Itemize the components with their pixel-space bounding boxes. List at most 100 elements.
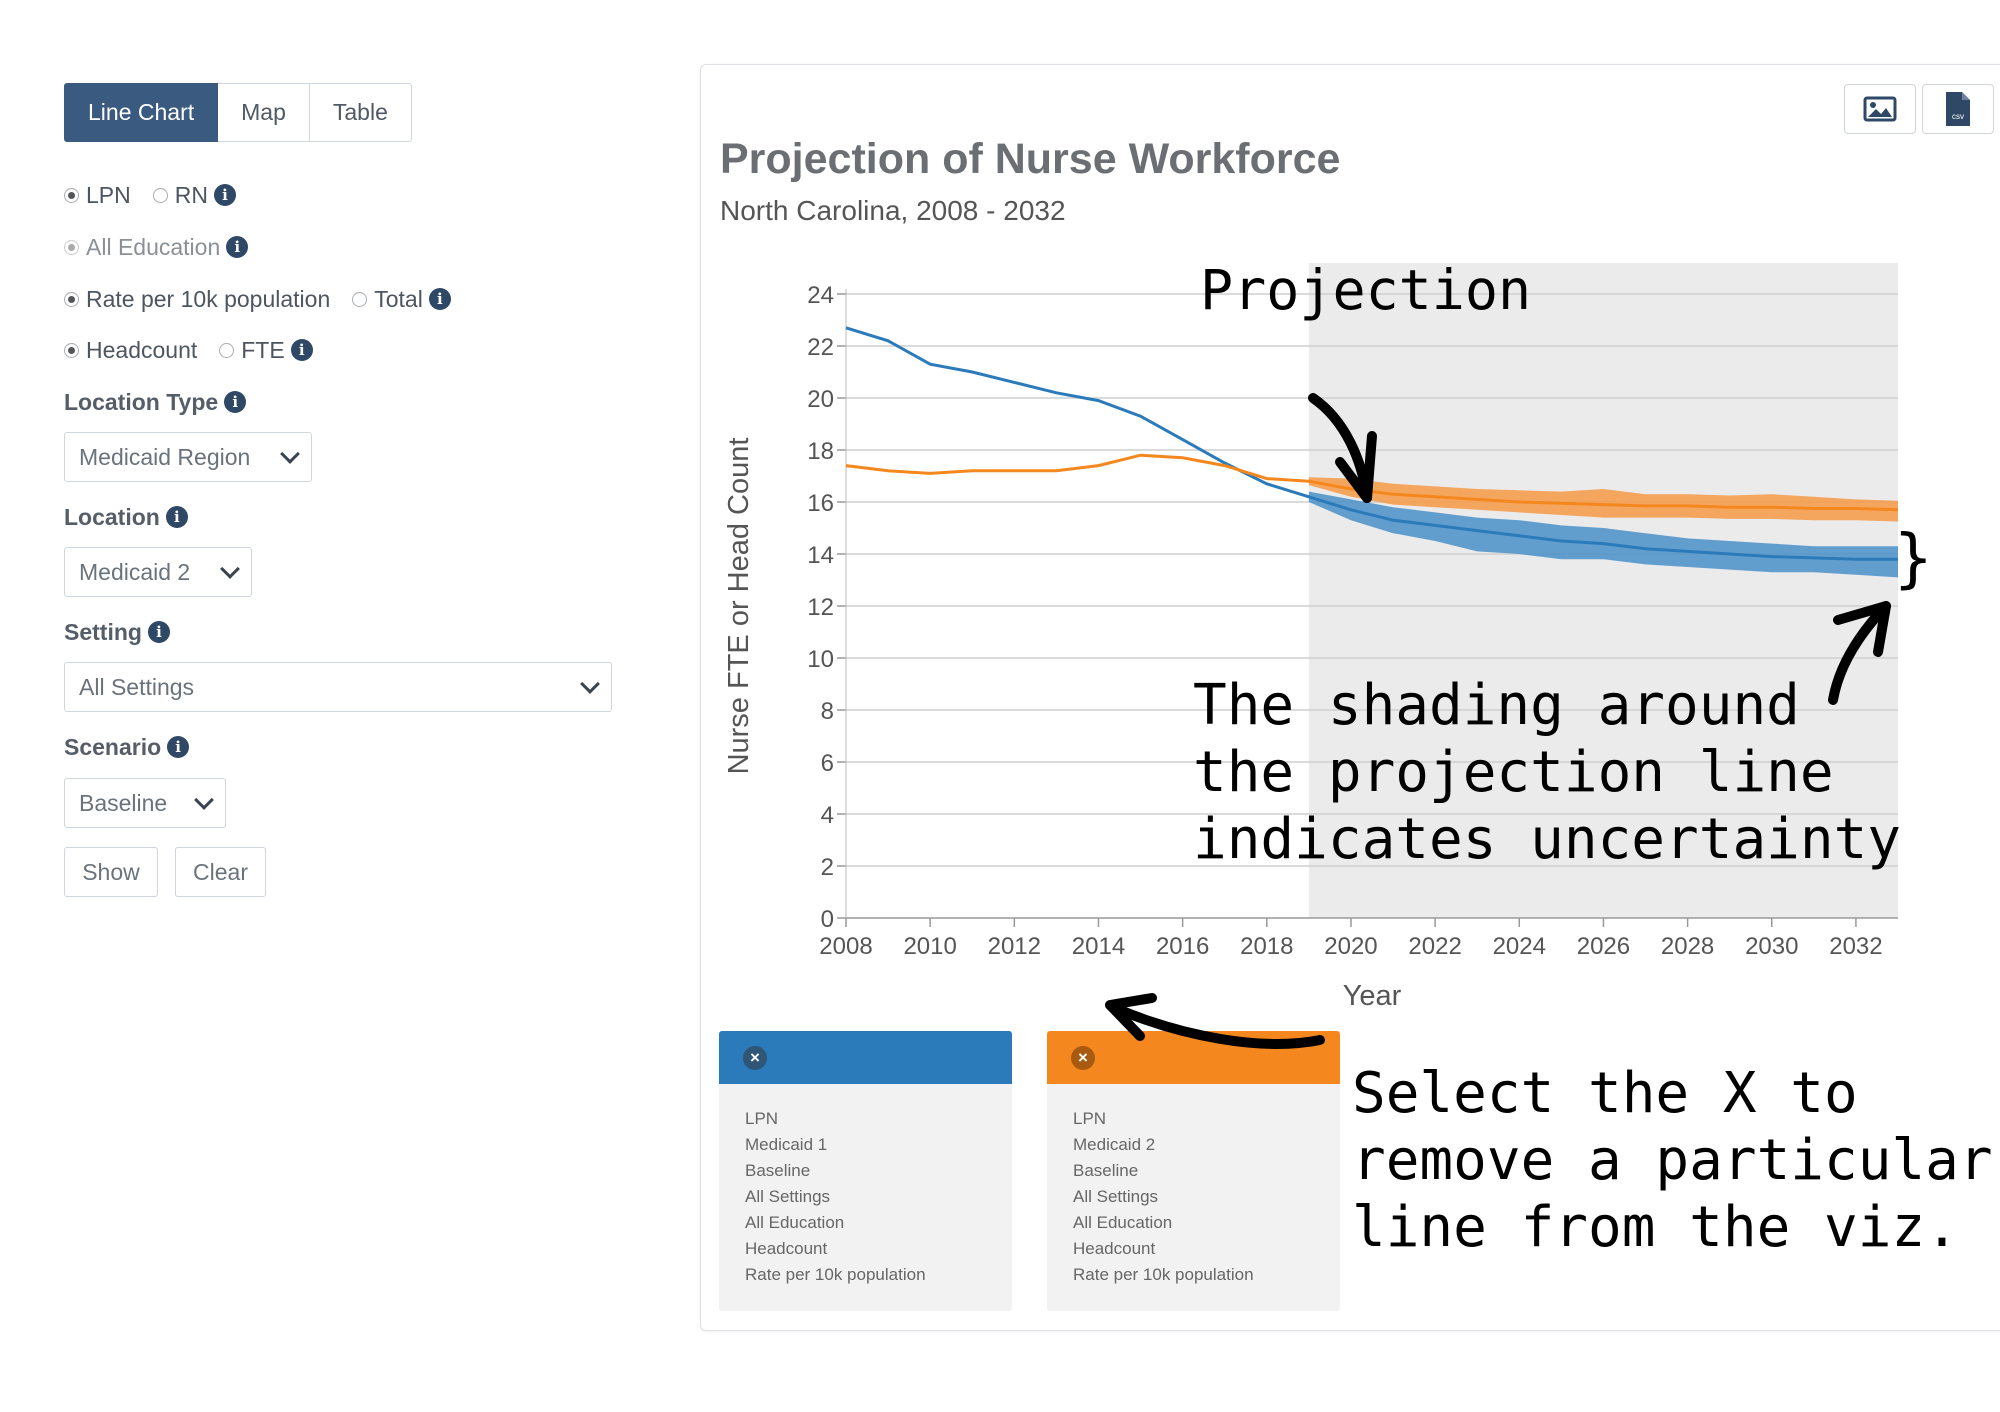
location-value: Medicaid 2 <box>79 558 191 585</box>
legend-line: Headcount <box>1073 1239 1156 1258</box>
uncertainty-annotation: The shading around the projection line i… <box>1193 672 1901 873</box>
annotation-line: indicates uncertainty <box>1193 807 1902 872</box>
y-tick-label: 12 <box>807 594 834 621</box>
radio-all-education[interactable] <box>64 239 79 255</box>
tab-map[interactable]: Map <box>218 83 310 142</box>
annotation-line: line from the viz. <box>1352 1195 1959 1260</box>
clear-button[interactable]: Clear <box>175 847 266 897</box>
setting-label: Setting i <box>64 617 170 647</box>
scenario-select[interactable]: Baseline <box>64 778 226 828</box>
legend-card-2: × LPN Medicaid 2 Baseline All Settings A… <box>1047 1031 1340 1311</box>
radio-lpn[interactable] <box>64 187 79 203</box>
x-axis-label: Year <box>1343 980 1402 1012</box>
radio-rate-label: Rate per 10k population <box>86 285 331 312</box>
legend-line: All Education <box>745 1213 845 1232</box>
scenario-value: Baseline <box>79 789 168 816</box>
location-type-value: Medicaid Region <box>79 443 251 470</box>
setting-label-text: Setting <box>64 618 142 645</box>
radio-fte[interactable] <box>219 342 235 358</box>
radio-headcount[interactable] <box>64 342 79 358</box>
annotation-line: remove a particular <box>1352 1128 1993 1193</box>
scenario-label-text: Scenario <box>64 733 162 760</box>
remove-annotation: Select the X to remove a particular line… <box>1352 1060 1993 1261</box>
legend-card-details: LPN Medicaid 1 Baseline All Settings All… <box>719 1084 1012 1288</box>
tab-table[interactable]: Table <box>309 83 412 142</box>
y-tick-label: 6 <box>821 750 834 777</box>
info-icon[interactable]: i <box>165 506 188 528</box>
setting-select[interactable]: All Settings <box>64 662 612 712</box>
y-tick-label: 20 <box>807 386 834 413</box>
education-group: All Education i <box>64 232 249 262</box>
radio-all-education-label: All Education <box>86 233 221 260</box>
y-tick-label: 4 <box>821 802 834 829</box>
download-image-button[interactable] <box>1844 84 1916 134</box>
info-icon[interactable]: i <box>290 339 313 361</box>
y-tick-label: 18 <box>807 438 834 465</box>
x-tick-label: 2030 <box>1745 933 1798 960</box>
y-tick-label: 2 <box>821 854 834 881</box>
radio-fte-label: FTE <box>241 336 285 363</box>
legend-line: Rate per 10k population <box>745 1265 926 1284</box>
info-icon[interactable]: i <box>213 184 236 206</box>
remove-line-button[interactable]: × <box>1071 1045 1095 1070</box>
x-tick-label: 2020 <box>1324 933 1377 960</box>
radio-lpn-label: LPN <box>86 181 131 208</box>
location-type-label-text: Location Type <box>64 388 219 415</box>
location-label: Location i <box>64 502 188 532</box>
chart-title: Projection of Nurse Workforce <box>720 135 1341 183</box>
setting-value: All Settings <box>79 673 195 700</box>
csv-file-icon: csv <box>1946 92 1970 126</box>
radio-rate[interactable] <box>64 291 79 307</box>
legend-line: All Settings <box>1073 1187 1159 1206</box>
scenario-label: Scenario i <box>64 732 190 762</box>
y-tick-label: 0 <box>821 906 834 933</box>
legend-line: LPN <box>745 1109 779 1128</box>
legend-card-1: × LPN Medicaid 1 Baseline All Settings A… <box>719 1031 1012 1311</box>
y-tick-label: 16 <box>807 490 834 517</box>
info-icon[interactable]: i <box>224 391 247 413</box>
uncertainty-band-2 <box>1308 477 1898 522</box>
radio-total-label: Total <box>374 285 423 312</box>
x-tick-label: 2014 <box>1072 933 1125 960</box>
legend-card-header: × <box>719 1031 1012 1084</box>
legend-line: Headcount <box>745 1239 828 1258</box>
download-csv-button[interactable]: csv <box>1922 84 1994 134</box>
legend-line: Medicaid 2 <box>1073 1135 1156 1154</box>
projection-annotation: Projection <box>1200 258 1532 322</box>
legend-card-header: × <box>1047 1031 1340 1084</box>
series-line-1 <box>845 326 1898 561</box>
location-type-select[interactable]: Medicaid Region <box>64 432 312 482</box>
x-tick-label: 2018 <box>1240 933 1293 960</box>
location-select[interactable]: Medicaid 2 <box>64 547 252 597</box>
annotation-line: Select the X to <box>1352 1061 1858 1126</box>
y-axis-label: Nurse FTE or Head Count <box>723 438 755 775</box>
annotation-line: The shading around <box>1193 673 1800 738</box>
x-tick-label: 2016 <box>1156 933 1209 960</box>
show-button[interactable]: Show <box>64 847 158 897</box>
location-type-label: Location Type i <box>64 387 247 417</box>
y-tick-label: 22 <box>807 334 834 361</box>
chart-subtitle: North Carolina, 2008 - 2032 <box>720 195 1066 226</box>
y-tick-label: 24 <box>807 282 834 309</box>
info-icon[interactable]: i <box>226 236 249 258</box>
csv-label: csv <box>1952 112 1964 121</box>
radio-headcount-label: Headcount <box>86 336 198 363</box>
info-icon[interactable]: i <box>428 288 451 310</box>
radio-rn[interactable] <box>152 187 168 203</box>
y-tick-label: 14 <box>807 542 834 569</box>
x-tick-label: 2008 <box>819 933 872 960</box>
info-icon[interactable]: i <box>147 621 170 643</box>
radio-rn-label: RN <box>174 181 208 208</box>
measure-group: Rate per 10k population Total i <box>64 284 451 314</box>
radio-total[interactable] <box>352 291 368 307</box>
uncertainty-brace: } <box>1894 522 1933 596</box>
x-tick-label: 2026 <box>1577 933 1630 960</box>
y-tick-label: 8 <box>821 698 834 725</box>
projection-region <box>1308 263 1898 918</box>
x-tick-label: 2028 <box>1661 933 1714 960</box>
x-tick-label: 2012 <box>988 933 1041 960</box>
tab-line-chart[interactable]: Line Chart <box>64 83 219 142</box>
info-icon[interactable]: i <box>167 736 190 758</box>
legend-line: Rate per 10k population <box>1073 1265 1254 1284</box>
remove-line-button[interactable]: × <box>743 1045 767 1070</box>
